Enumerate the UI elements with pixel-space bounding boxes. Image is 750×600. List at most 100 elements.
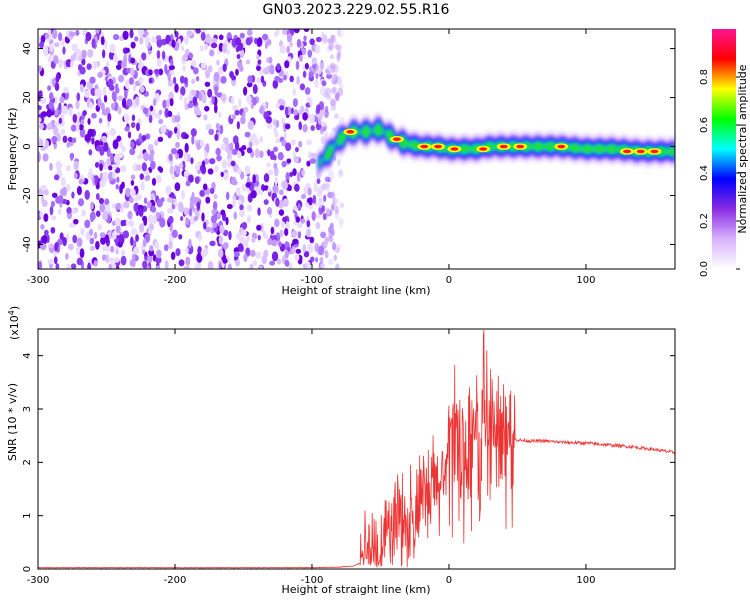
noise-blob: [121, 60, 127, 69]
noise-blob: [270, 226, 275, 235]
noise-blob: [186, 30, 193, 37]
noise-blob: [306, 261, 311, 269]
noise-blob: [242, 111, 246, 118]
noise-blob: [211, 95, 215, 105]
noise-blob: [250, 103, 254, 109]
noise-blob: [38, 123, 44, 130]
noise-blob: [88, 168, 93, 177]
colorbar-strip: [712, 29, 736, 269]
noise-blob: [113, 154, 120, 164]
noise-blob: [185, 217, 189, 226]
noise-blob: [141, 52, 147, 61]
noise-blob: [60, 37, 65, 47]
noise-blob: [199, 140, 205, 148]
noise-blob: [232, 104, 238, 112]
noise-blob: [65, 253, 69, 260]
noise-blob: [82, 110, 87, 116]
noise-blob: [267, 186, 271, 193]
noise-blob: [327, 38, 333, 44]
noise-blob: [138, 56, 143, 66]
noise-blob: [155, 174, 162, 184]
noise-blob: [236, 150, 242, 159]
noise-blob: [152, 215, 157, 225]
noise-blob: [151, 177, 157, 186]
ridge-hotspot: [420, 144, 429, 149]
noise-blob: [71, 191, 75, 199]
noise-blob: [273, 146, 279, 153]
noise-blob: [112, 34, 120, 41]
noise-blob: [273, 162, 278, 170]
noise-blob: [89, 228, 94, 236]
noise-blob: [94, 175, 98, 186]
noise-blob: [231, 75, 237, 81]
noise-blob: [232, 114, 236, 120]
noise-blob: [39, 211, 44, 218]
noise-blob: [274, 176, 278, 186]
noise-blob: [161, 50, 166, 60]
noise-blob: [235, 68, 239, 76]
noise-blob: [59, 96, 65, 104]
noise-blob: [238, 209, 245, 218]
noise-blob: [306, 160, 311, 167]
noise-blob: [286, 45, 290, 54]
noise-blob: [145, 37, 149, 48]
noise-blob: [216, 154, 222, 162]
colorbar-tick-label: 0.4: [699, 165, 710, 181]
noise-blob: [40, 195, 45, 203]
noise-blob: [326, 73, 332, 79]
noise-blob: [278, 209, 285, 216]
noise-blob: [91, 112, 97, 119]
noise-blob: [88, 149, 93, 156]
noise-blob: [326, 94, 332, 101]
noise-blob: [168, 215, 174, 224]
noise-blob: [190, 128, 197, 137]
noise-blob: [44, 33, 50, 39]
noise-blob: [291, 247, 296, 254]
noise-blob: [128, 196, 134, 203]
noise-blob: [272, 79, 279, 89]
noise-blob: [171, 39, 176, 48]
noise-blob: [148, 223, 154, 231]
noise-blob: [246, 29, 253, 36]
x-tick-label: -300: [27, 275, 50, 286]
noise-blob: [272, 118, 277, 126]
noise-blob: [266, 162, 271, 168]
noise-blob: [302, 244, 306, 253]
noise-blob: [129, 67, 135, 76]
noise-blob: [257, 207, 261, 216]
noise-blob: [70, 152, 74, 161]
noise-blob: [71, 43, 78, 52]
noise-blob: [129, 188, 136, 198]
noise-blob: [154, 241, 160, 250]
noise-blob: [180, 215, 184, 222]
noise-blob: [111, 103, 115, 111]
noise-blob: [334, 205, 339, 215]
noise-blob: [103, 141, 109, 152]
noise-blob: [241, 221, 248, 230]
noise-blob: [329, 62, 336, 70]
noise-blob: [40, 184, 47, 191]
noise-blob: [333, 198, 340, 204]
noise-blob: [99, 232, 106, 239]
ridge-hotspot: [557, 144, 566, 149]
noise-blob: [236, 121, 240, 130]
noise-blob: [238, 97, 242, 108]
noise-blob: [181, 160, 186, 171]
noise-blob: [252, 84, 258, 95]
noise-blob: [130, 141, 135, 149]
colorbar-tick-label: 0.0: [699, 261, 710, 277]
noise-blob: [222, 43, 228, 54]
noise-blob: [283, 132, 288, 140]
noise-blob: [87, 262, 91, 269]
noise-blob: [303, 29, 310, 33]
noise-blob: [339, 29, 344, 39]
noise-blob: [89, 76, 96, 84]
spectrogram-y-axis: -40 -20 0 20 40: [22, 42, 675, 253]
noise-blob: [138, 36, 144, 45]
noise-blob: [53, 174, 60, 181]
noise-blob: [99, 179, 106, 188]
noise-blob: [246, 82, 253, 88]
noise-blob: [317, 186, 323, 196]
ridge-hotspot: [434, 144, 443, 149]
